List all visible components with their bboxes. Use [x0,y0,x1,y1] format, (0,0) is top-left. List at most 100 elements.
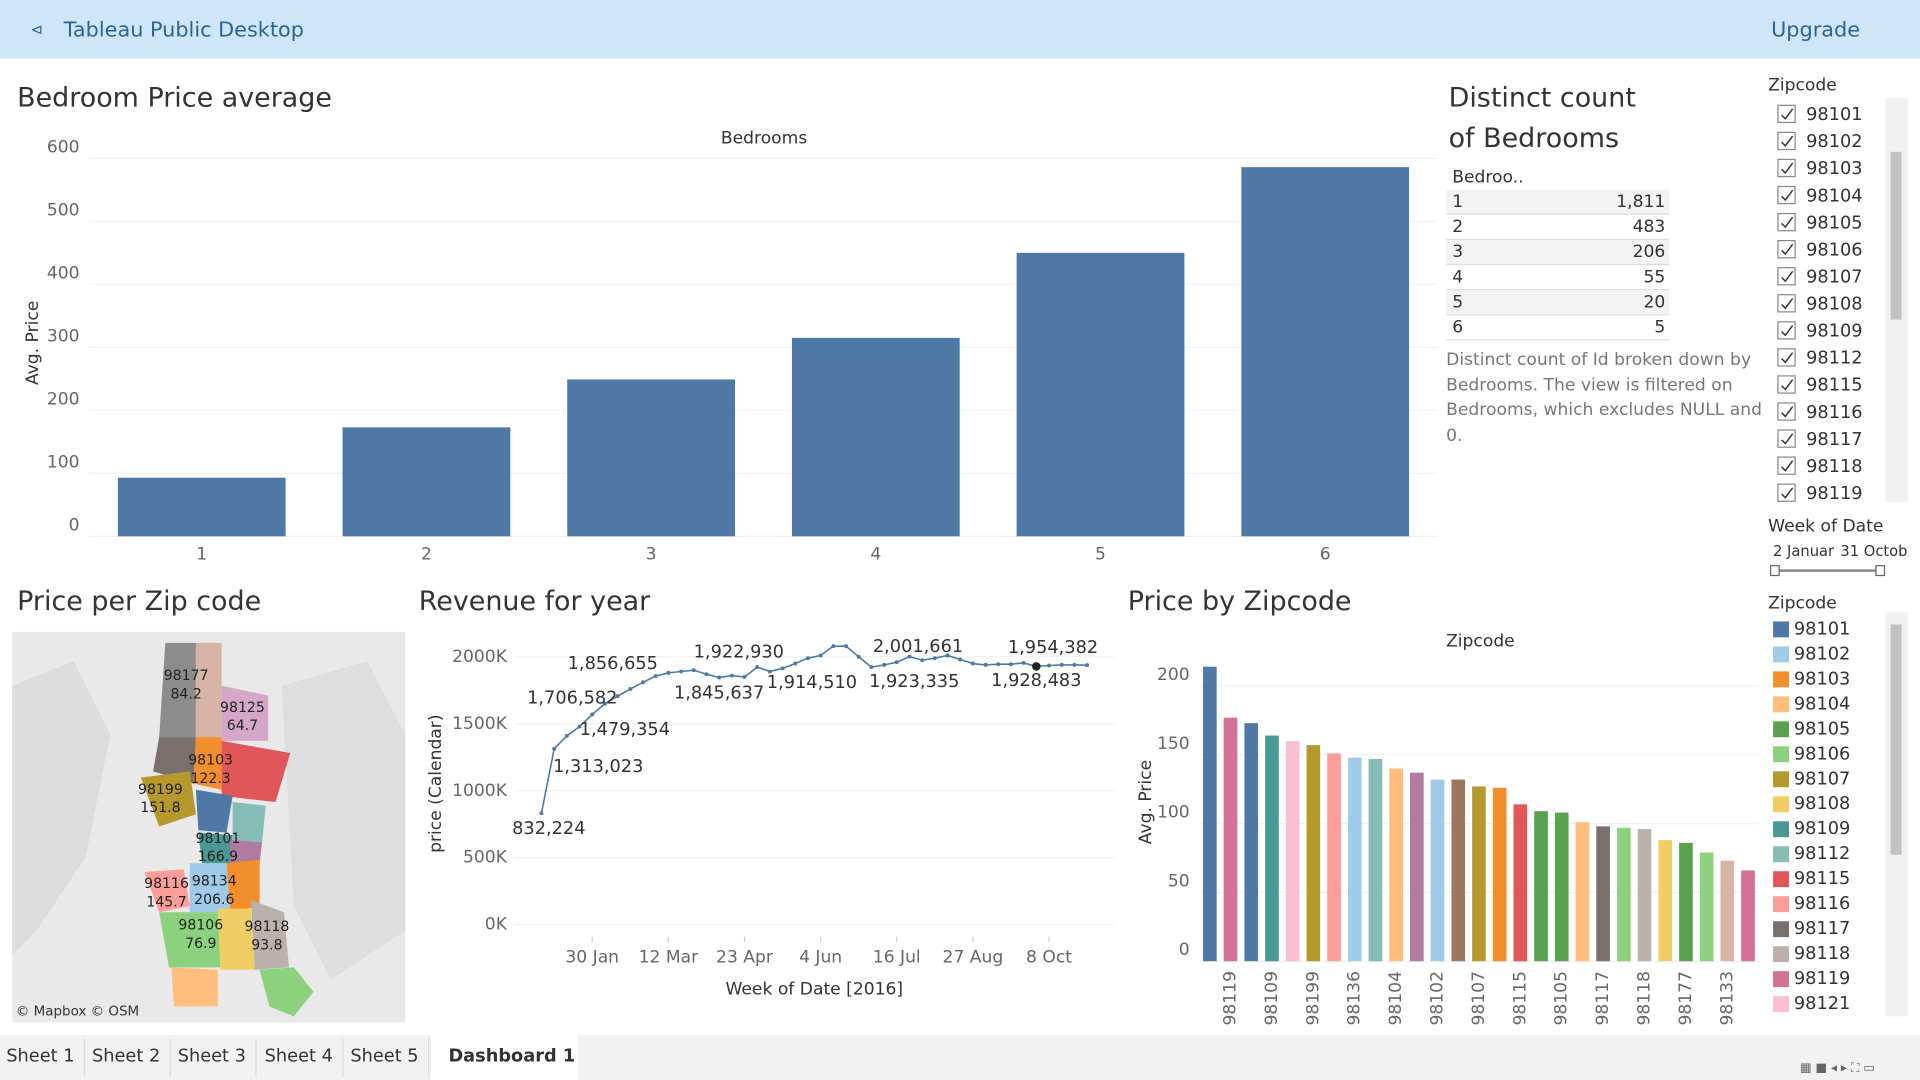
checkbox[interactable] [1777,348,1796,367]
table-header: Bedroo.. [1452,168,1523,188]
top-bar [0,0,1920,59]
legend-swatch [1773,871,1789,888]
filter-option[interactable]: 98104 [1806,186,1862,206]
point [945,653,950,658]
row-value: 5 [1654,318,1665,338]
checkbox[interactable] [1777,267,1796,286]
slider-handle[interactable] [1875,565,1886,577]
filter-option[interactable]: 98103 [1806,159,1862,179]
checkbox[interactable] [1777,158,1796,178]
sheet-tab[interactable]: Dashboard 1 [448,1047,575,1067]
x-tick-label: 98177 [1676,971,1696,1025]
filter-option[interactable]: 98106 [1806,240,1862,260]
point [818,653,823,658]
point [628,687,633,691]
zip-region [195,642,222,738]
sheet-tab[interactable]: Sheet 3 [178,1047,246,1067]
checkbox[interactable] [1777,185,1796,205]
row-label: 3 [1452,242,1463,262]
checkmark [1781,325,1794,337]
zip-region [198,832,233,864]
map-value-label: 84.2 [170,686,201,702]
zip-region [195,789,233,833]
sheet-tab[interactable]: Sheet 1 [6,1047,74,1067]
map-value-label: 151.8 [140,800,180,816]
bar [1513,804,1528,962]
y-tick-label: 100 [1157,803,1190,823]
point [983,662,988,667]
upgrade-button[interactable]: Upgrade [1771,18,1860,42]
filter-option[interactable]: 98102 [1806,132,1862,152]
point [1009,662,1013,667]
caption: Distinct count of Id broken down by Bedr… [1446,350,1763,446]
filter-option[interactable]: 98115 [1806,376,1862,396]
checkbox[interactable] [1777,212,1796,232]
checkbox[interactable] [1777,375,1796,394]
x-tick-label: 8 Oct [1026,948,1072,968]
y-tick-label: 300 [47,326,80,346]
legend-label: 98121 [1794,994,1850,1014]
point [666,670,671,675]
filter-option[interactable]: 98107 [1806,267,1862,287]
sheet-tab[interactable]: Sheet 4 [265,1047,333,1067]
legend-swatch [1773,921,1789,938]
filter-option[interactable]: 98109 [1806,322,1862,342]
x-tick-label: 6 [1320,545,1331,565]
filter-option[interactable]: 98101 [1806,105,1862,125]
checkmark [1781,189,1794,202]
x-tick-label: 98119 [1221,971,1241,1025]
x-tick-label: 98115 [1510,971,1530,1025]
point [920,658,925,663]
zip-region [221,685,269,741]
map-value-label: 122.3 [190,771,230,787]
checkbox[interactable] [1777,240,1796,259]
filter-title: Week of Date [1768,517,1883,537]
date-end: 31 Octob [1840,543,1907,560]
point [539,811,544,816]
data-label: 1,928,483 [991,671,1081,691]
x-tick-label: 98107 [1469,971,1489,1025]
zip-region [144,869,190,913]
point [894,660,899,665]
filter-option[interactable]: 98119 [1806,484,1862,504]
checkbox[interactable] [1777,104,1796,124]
legend-swatch [1773,796,1789,813]
point [590,712,595,717]
checkbox[interactable] [1777,402,1796,421]
scrollbar-thumb[interactable] [1890,624,1902,855]
land [281,661,406,980]
checkbox[interactable] [1777,483,1796,502]
data-label: 1,706,582 [527,689,617,709]
zip-region [230,840,263,864]
filter-option[interactable]: 98108 [1806,295,1862,315]
checkbox[interactable] [1777,131,1796,151]
bar [342,427,511,537]
filter-option[interactable]: 98118 [1806,457,1862,477]
bar [1410,772,1424,962]
filter-option[interactable]: 98105 [1806,213,1862,233]
checkbox[interactable] [1777,321,1796,340]
scrollbar-thumb[interactable] [1890,151,1902,320]
checkbox[interactable] [1777,429,1796,448]
sheet-tab[interactable]: Sheet 5 [350,1047,418,1067]
map-zip-label: 98125 [220,700,265,716]
bar [1534,811,1548,962]
checkmark [1781,162,1794,175]
filter-option[interactable]: 98116 [1806,403,1862,423]
filter-option[interactable]: 98112 [1806,349,1862,369]
row-label: 5 [1452,292,1463,312]
bar [791,337,960,537]
x-tick-label: 27 Aug [943,948,1004,968]
sheet-tab[interactable]: Sheet 2 [92,1047,160,1067]
point [717,675,722,680]
y-tick-label: 200 [1157,665,1190,685]
row-label: 1 [1452,192,1463,212]
checkbox[interactable] [1777,294,1796,313]
legend-label: 98107 [1794,769,1850,789]
checkbox[interactable] [1777,456,1796,475]
filter-option[interactable]: 98117 [1806,430,1862,450]
map-zip-label: 98199 [138,782,183,798]
x-tick-label: 23 Apr [716,948,774,968]
chart-title: Bedroom Price average [17,83,332,114]
slider-handle[interactable] [1770,565,1780,577]
